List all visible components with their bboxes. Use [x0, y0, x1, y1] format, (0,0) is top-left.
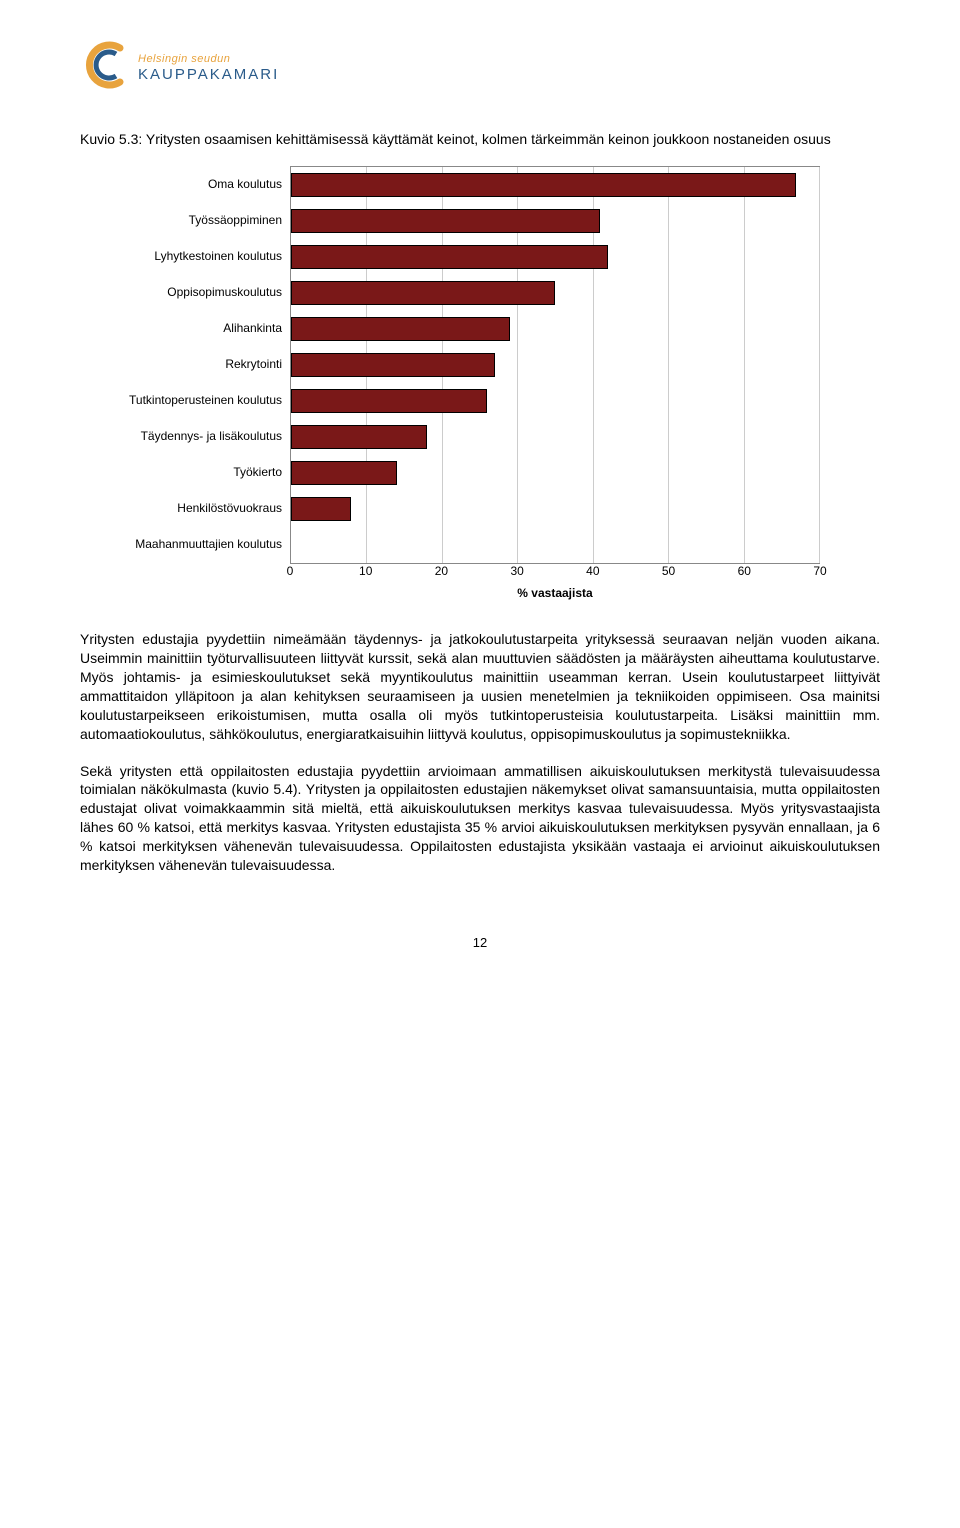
chart-x-title: % vastaajista	[290, 586, 820, 600]
x-tick: 70	[813, 564, 826, 578]
bar-row	[291, 419, 819, 455]
chart-y-labels: Oma koulutusTyössäoppiminenLyhytkestoine…	[120, 166, 290, 564]
logo-line1: Helsingin seudun	[138, 54, 279, 65]
x-tick: 20	[435, 564, 448, 578]
bar	[291, 425, 427, 449]
bar-row	[291, 527, 819, 563]
chart-caption: Kuvio 5.3: Yritysten osaamisen kehittämi…	[80, 130, 880, 148]
chart: Oma koulutusTyössäoppiminenLyhytkestoine…	[120, 166, 880, 600]
x-tick: 30	[510, 564, 523, 578]
chart-x-axis: 010203040506070	[290, 564, 820, 582]
x-tick: 50	[662, 564, 675, 578]
y-label: Tutkintoperusteinen koulutus	[120, 382, 290, 418]
chart-plot	[290, 166, 820, 564]
bar	[291, 317, 510, 341]
y-label: Työkierto	[120, 454, 290, 490]
bar-row	[291, 491, 819, 527]
bar	[291, 173, 796, 197]
bar-row	[291, 167, 819, 203]
y-label: Henkilöstövuokraus	[120, 490, 290, 526]
x-tick: 10	[359, 564, 372, 578]
y-label: Rekrytointi	[120, 346, 290, 382]
bar	[291, 461, 397, 485]
bar-row	[291, 203, 819, 239]
bar-row	[291, 383, 819, 419]
logo: Helsingin seudun KAUPPAKAMARI	[80, 30, 880, 100]
y-label: Työssäoppiminen	[120, 202, 290, 238]
y-label: Alihankinta	[120, 310, 290, 346]
grid-line	[819, 167, 820, 563]
logo-c-icon	[80, 40, 130, 90]
bar-row	[291, 239, 819, 275]
page-number: 12	[80, 935, 880, 950]
y-label: Täydennys- ja lisäkoulutus	[120, 418, 290, 454]
bar	[291, 245, 608, 269]
bar	[291, 353, 495, 377]
bar-row	[291, 311, 819, 347]
y-label: Lyhytkestoinen koulutus	[120, 238, 290, 274]
x-tick: 60	[738, 564, 751, 578]
bar	[291, 497, 351, 521]
bar-row	[291, 347, 819, 383]
y-label: Oma koulutus	[120, 166, 290, 202]
x-tick: 40	[586, 564, 599, 578]
bar	[291, 209, 600, 233]
y-label: Oppisopimuskoulutus	[120, 274, 290, 310]
y-label: Maahanmuuttajien koulutus	[120, 526, 290, 562]
logo-text: Helsingin seudun KAUPPAKAMARI	[138, 48, 279, 82]
bar-row	[291, 275, 819, 311]
bar	[291, 389, 487, 413]
bar	[291, 281, 555, 305]
paragraph-1: Yritysten edustajia pyydettiin nimeämään…	[80, 630, 880, 743]
bar-row	[291, 455, 819, 491]
logo-line2: KAUPPAKAMARI	[138, 67, 279, 82]
paragraph-2: Sekä yritysten että oppilaitosten edusta…	[80, 762, 880, 875]
x-tick: 0	[287, 564, 294, 578]
